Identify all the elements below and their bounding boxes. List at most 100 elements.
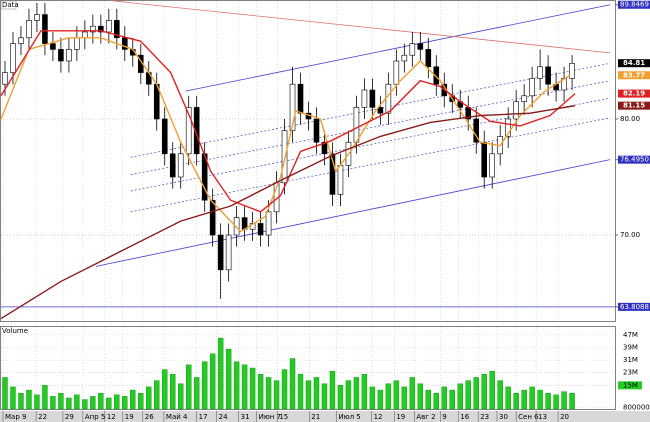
candle-body [369, 89, 376, 108]
candle-body [58, 49, 64, 62]
volume-bar [281, 369, 288, 410]
candle-body [377, 107, 384, 114]
panel-label: Data [2, 1, 19, 9]
candle-body [2, 72, 8, 85]
candle-body [90, 25, 96, 33]
candle-body [513, 101, 519, 120]
candle-body [50, 43, 56, 50]
x-tick-label: Май 4 [166, 413, 188, 421]
candle-body [289, 83, 296, 131]
x-tick-label: 12 [107, 413, 116, 421]
trend-line [130, 62, 611, 158]
volume-bar [122, 396, 128, 410]
volume-bar [178, 383, 184, 410]
candle-body [297, 83, 304, 114]
candle-body [265, 211, 272, 236]
volume-bar [66, 397, 72, 410]
candle-body [106, 20, 112, 33]
x-tick-label: 29 [65, 413, 74, 421]
volume-bar [217, 337, 224, 410]
trend-line [95, 159, 611, 267]
ma-line [0, 104, 576, 320]
volume-bar [90, 396, 96, 410]
candle-body [98, 25, 104, 33]
y-tick-label: 89.8469 [620, 1, 649, 9]
y-tick-box [618, 302, 650, 311]
candle-body [161, 118, 168, 155]
volume-bar [457, 383, 463, 410]
candle-body [329, 153, 336, 195]
volume-bar [353, 377, 360, 410]
volume-bar [497, 380, 503, 410]
y-tick-label: 80.00 [620, 115, 640, 123]
volume-bar [138, 393, 144, 410]
candle-body [545, 66, 551, 85]
candle-body [42, 14, 48, 44]
candle-body [257, 223, 264, 236]
volume-bar [529, 386, 535, 410]
volume-bar [377, 389, 384, 410]
y-tick-box [618, 155, 650, 164]
price-marker-box [618, 101, 650, 110]
candle-body [217, 234, 224, 271]
candle-body [409, 43, 416, 56]
volume-bar [481, 374, 487, 410]
volume-bar [10, 386, 16, 410]
candle-body [26, 20, 32, 39]
volume-bar [417, 383, 424, 410]
volume-bar [162, 369, 168, 410]
volume-tick-box [618, 381, 642, 390]
volume-bar [233, 361, 240, 410]
volume-bar [553, 394, 559, 410]
volume-tick-label: 23M [623, 369, 638, 377]
x-tick-label: 17 [199, 413, 208, 421]
volume-bar [146, 386, 152, 410]
candle-body [433, 66, 440, 85]
volume-bar [409, 377, 416, 410]
candle-body [537, 66, 543, 79]
y-tick-label: 63.8088 [620, 303, 649, 311]
candle-body [353, 107, 360, 143]
candle-body [337, 165, 344, 195]
volume-bar [273, 380, 280, 410]
price-marker-box [618, 59, 650, 68]
volume-bar [185, 364, 192, 410]
volume-bar [154, 380, 160, 410]
candle-body [169, 153, 176, 178]
volume-bar [305, 380, 312, 410]
candle-body [401, 54, 408, 62]
candle-body [225, 234, 232, 271]
ma-line [0, 30, 576, 213]
candle-body [34, 14, 40, 21]
volume-bar [393, 380, 400, 410]
x-tick-label: 30 [499, 413, 508, 421]
volume-bar [26, 389, 32, 410]
trend-line [110, 0, 611, 54]
candle-body [82, 31, 88, 39]
x-tick-label: Апр 5 [85, 413, 106, 421]
volume-bar [521, 389, 527, 410]
volume-bar [361, 374, 368, 410]
volume-bar [50, 396, 56, 410]
candle-body [385, 83, 392, 114]
x-tick-label: Сен 6 [518, 413, 539, 421]
volume-bar [209, 353, 216, 410]
volume-bar [545, 393, 551, 410]
volume-bar [34, 394, 40, 410]
volume-bar [561, 391, 567, 410]
volume-tick-label: 39M [623, 344, 638, 352]
x-tick-label: Июн 7 [259, 413, 281, 421]
candle-body [521, 95, 527, 102]
x-tick-label: Июл 5 [338, 413, 360, 421]
candle-body [321, 141, 328, 155]
date-axis [0, 411, 650, 422]
volume-bar [42, 385, 48, 410]
candle-body [425, 49, 432, 68]
y-tick-box [618, 0, 650, 9]
price-marker-label: 81.15 [623, 102, 645, 110]
x-tick-label: 16 [460, 413, 469, 421]
candle-body [481, 141, 488, 178]
volume-bar [2, 377, 8, 410]
candle-body [473, 118, 480, 143]
volume-bar [18, 393, 24, 410]
